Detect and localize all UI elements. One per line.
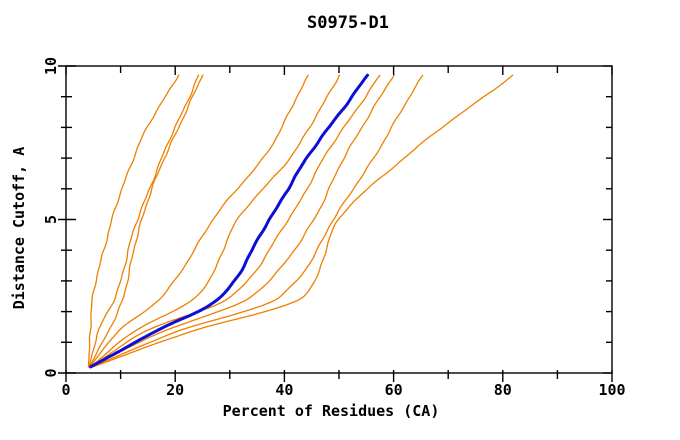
curves-layer <box>87 73 514 369</box>
model-curve-8 <box>91 74 424 368</box>
y-tick-label: 0 <box>42 368 60 377</box>
ticks-layer <box>58 65 613 382</box>
chart-title: S0975-D1 <box>307 13 389 33</box>
y-tick-label: 5 <box>42 215 60 224</box>
x-tick-label: 80 <box>494 381 512 399</box>
x-tick-label: 20 <box>166 381 184 399</box>
x-tick-label: 40 <box>275 381 293 399</box>
y-axis-label: Distance Cutoff, A <box>10 147 28 310</box>
x-tick-label: 0 <box>61 381 70 399</box>
highlighted-model-curve <box>89 73 369 369</box>
model-curve-2 <box>88 74 200 368</box>
x-axis-label: Percent of Residues (CA) <box>223 402 440 420</box>
model-curve-4 <box>89 74 309 368</box>
tick-labels-layer: 0 20 40 60 80 100 0 5 10 <box>42 57 626 399</box>
x-tick-label: 60 <box>385 381 403 399</box>
model-curve-1 <box>87 74 180 368</box>
y-tick-label: 10 <box>42 57 60 75</box>
model-curve-3 <box>88 74 204 368</box>
model-curve-5 <box>89 74 341 368</box>
model-curve-6 <box>90 74 381 368</box>
model-curve-9 <box>92 74 514 368</box>
x-tick-label: 100 <box>598 381 625 399</box>
model-curve-7 <box>91 74 395 368</box>
